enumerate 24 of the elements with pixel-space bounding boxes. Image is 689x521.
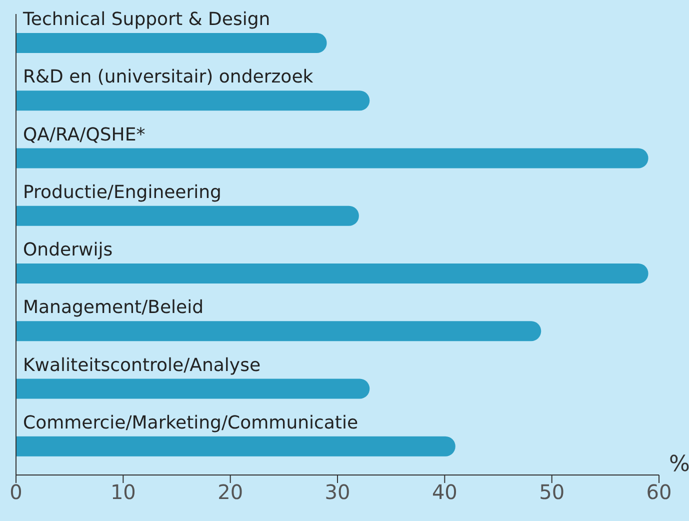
x-tick-label: 20 [218, 480, 244, 504]
bar [16, 264, 648, 284]
y-tick-label: R&D en (universitair) onderzoek [23, 66, 314, 88]
x-tick-label: 60 [646, 480, 672, 504]
x-tick-label: 50 [539, 480, 565, 504]
y-tick-label: Productie/Engineering [23, 182, 222, 203]
y-tick-label: QA/RA/QSHE* [23, 124, 146, 146]
bar [16, 148, 648, 168]
bar [16, 33, 327, 53]
y-tick-label: Onderwijs [23, 240, 113, 260]
x-axis-title: % [669, 452, 689, 477]
y-tick-label: Management/Beleid [23, 297, 204, 318]
x-tick-label: 0 [10, 480, 22, 504]
x-tick-label: 10 [110, 480, 136, 504]
x-tick-label: 30 [324, 480, 350, 504]
bar [16, 90, 370, 111]
bar [16, 378, 370, 399]
x-tick-label: 40 [432, 480, 458, 504]
bar [16, 321, 542, 342]
y-tick-label: Commercie/Marketing/Communicatie [23, 412, 358, 434]
bar [16, 436, 456, 456]
bar [16, 206, 359, 226]
y-tick-label: Technical Support & Design [22, 9, 270, 30]
y-tick-label: Kwaliteitscontrole/Analyse [23, 354, 261, 376]
